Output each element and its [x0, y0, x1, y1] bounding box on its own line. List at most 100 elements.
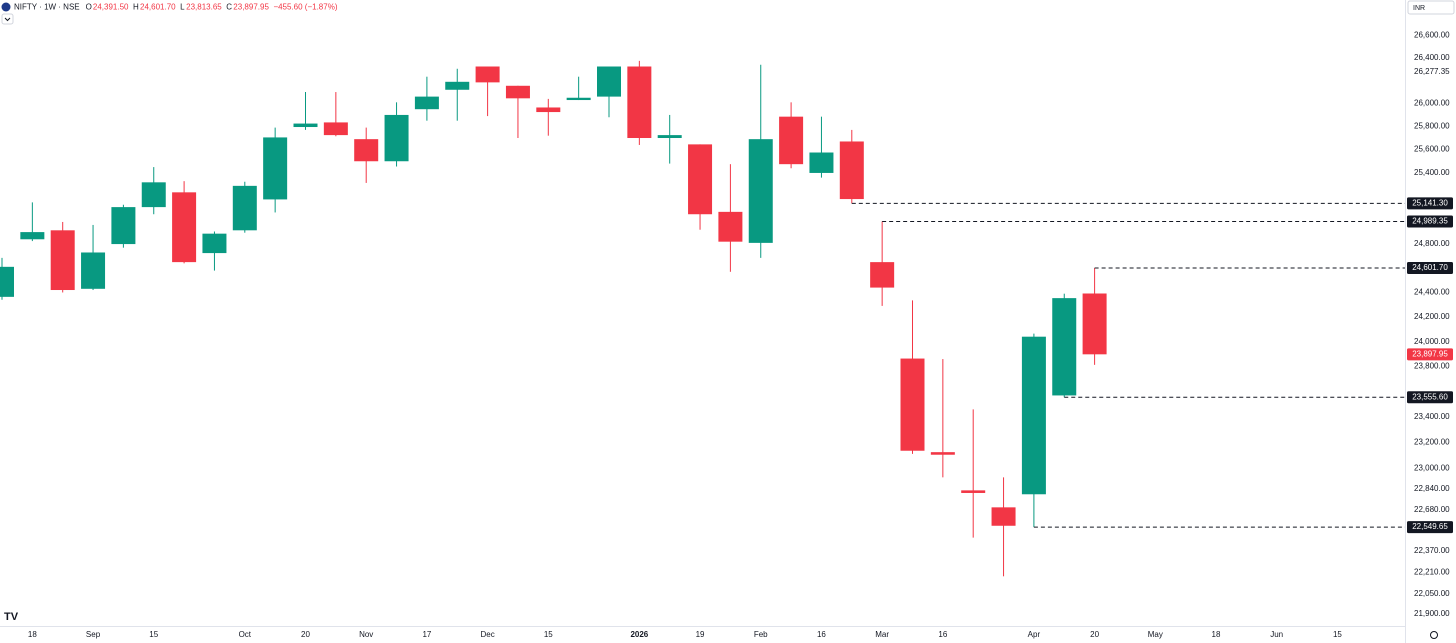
candle-body	[50, 230, 75, 291]
y-tick-label: 23,000.00	[1414, 463, 1450, 472]
collapse-icon	[4, 17, 11, 22]
candle-body	[414, 96, 439, 110]
candle-body	[172, 192, 197, 263]
currency-button[interactable]	[1407, 0, 1455, 15]
x-tick-label: 18	[1212, 630, 1221, 639]
legend-value: 24,391.50	[93, 3, 129, 12]
x-tick-label: 2026	[630, 630, 648, 639]
y-tick-label: 26,277.35	[1414, 67, 1450, 76]
candle-body	[809, 152, 834, 173]
x-tick-label: 15	[544, 630, 553, 639]
y-tick-label: 22,050.00	[1414, 589, 1450, 598]
price-label: 22,549.65	[1412, 522, 1448, 531]
y-tick-label: 22,680.00	[1414, 505, 1450, 514]
candle-body	[202, 233, 227, 254]
x-tick-label: Apr	[1028, 630, 1041, 639]
y-tick-label: 24,800.00	[1414, 239, 1450, 248]
currency: INR	[1413, 5, 1425, 12]
x-tick-label: 15	[1333, 630, 1342, 639]
logo: TV	[4, 611, 19, 623]
y-tick-label: 22,210.00	[1414, 567, 1450, 576]
candle-body	[445, 81, 470, 90]
x-tick-label: 20	[301, 630, 310, 639]
price-label-box	[1407, 521, 1453, 534]
x-tick-label: 17	[422, 630, 431, 639]
y-tick-label: 26,000.00	[1414, 99, 1450, 108]
candle-body	[657, 135, 682, 139]
x-tick-label: 16	[817, 630, 826, 639]
legend-key: L	[180, 3, 185, 12]
x-tick-label: 18	[28, 630, 37, 639]
settings-icon[interactable]	[1430, 631, 1438, 639]
candle-body	[81, 252, 106, 289]
x-tick-label: Oct	[239, 630, 252, 639]
last-price-box	[1407, 348, 1453, 361]
candle-body	[627, 66, 652, 139]
y-tick-label: 22,840.00	[1414, 484, 1450, 493]
candle-body	[930, 452, 955, 455]
y-tick-label: 24,400.00	[1414, 288, 1450, 297]
candle-body	[900, 358, 925, 451]
x-tick-label: 20	[1090, 630, 1099, 639]
candle-body	[597, 66, 621, 97]
price-label: 25,141.30	[1412, 199, 1448, 208]
x-tick-label: 19	[696, 630, 705, 639]
symbol: NIFTY · 1W · NSE	[14, 3, 80, 12]
y-tick-label: 23,200.00	[1414, 438, 1450, 447]
candle-body	[111, 207, 136, 245]
symbol-logo	[1, 2, 11, 12]
header: NIFTY · 1W · NSE O 24,391.50 H 24,601.70 L 23…	[1, 2, 338, 25]
candle-body	[354, 139, 379, 162]
y-tick-label: 24,000.00	[1414, 337, 1450, 346]
y-tick-label: 26,600.00	[1414, 31, 1450, 40]
price-label: 23,555.60	[1412, 392, 1448, 401]
candle-body	[961, 490, 986, 493]
candle-body	[566, 97, 591, 101]
candle-body	[263, 137, 288, 200]
price-label-box	[1407, 197, 1453, 210]
candle-body	[475, 66, 500, 83]
legend-value: 23,813.65	[186, 3, 222, 12]
legend-key: H	[133, 3, 139, 12]
x-tick-label: 15	[149, 630, 158, 639]
candle-body	[718, 211, 743, 242]
y-tick-label: 25,800.00	[1414, 122, 1450, 131]
x-tick-label: Nov	[359, 630, 373, 639]
candle-body	[293, 123, 318, 128]
y-tick-label: 22,370.00	[1414, 546, 1450, 555]
candle-body	[323, 122, 348, 136]
x-tick-label: May	[1148, 630, 1163, 639]
candle-body	[141, 182, 166, 208]
price-label-box	[1407, 391, 1453, 404]
last-price-label: 23,897.95	[1412, 349, 1448, 358]
y-tick-label: 25,400.00	[1414, 168, 1450, 177]
candle-body	[991, 507, 1016, 526]
x-tick-label: 16	[938, 630, 947, 639]
y-tick-label: 23,400.00	[1414, 412, 1450, 421]
candle-body	[536, 107, 561, 113]
legend-value: 23,897.95	[233, 3, 269, 12]
candle-body	[20, 232, 45, 240]
y-tick-label: 23,800.00	[1414, 362, 1450, 371]
legend-change: −455.60 (−1.87%)	[273, 3, 337, 12]
collapse-button[interactable]	[1, 13, 14, 25]
candle-body	[0, 266, 14, 297]
y-tick-label: 21,900.00	[1414, 609, 1450, 618]
candle-body	[1052, 298, 1077, 396]
price-label: 24,601.70	[1412, 263, 1448, 272]
price-label-box	[1407, 261, 1453, 274]
x-tick-label: Feb	[754, 630, 768, 639]
legend-value: 24,601.70	[140, 3, 176, 12]
x-tick-label: Jun	[1270, 630, 1283, 639]
candle-body	[870, 262, 895, 288]
x-tick-label: Dec	[480, 630, 494, 639]
price-label: 24,989.35	[1412, 217, 1448, 226]
x-tick-label: Sep	[86, 630, 101, 639]
candle-body	[748, 139, 773, 243]
candle-body	[779, 116, 804, 165]
candle-body	[839, 141, 864, 200]
legend-key: O	[86, 3, 92, 12]
